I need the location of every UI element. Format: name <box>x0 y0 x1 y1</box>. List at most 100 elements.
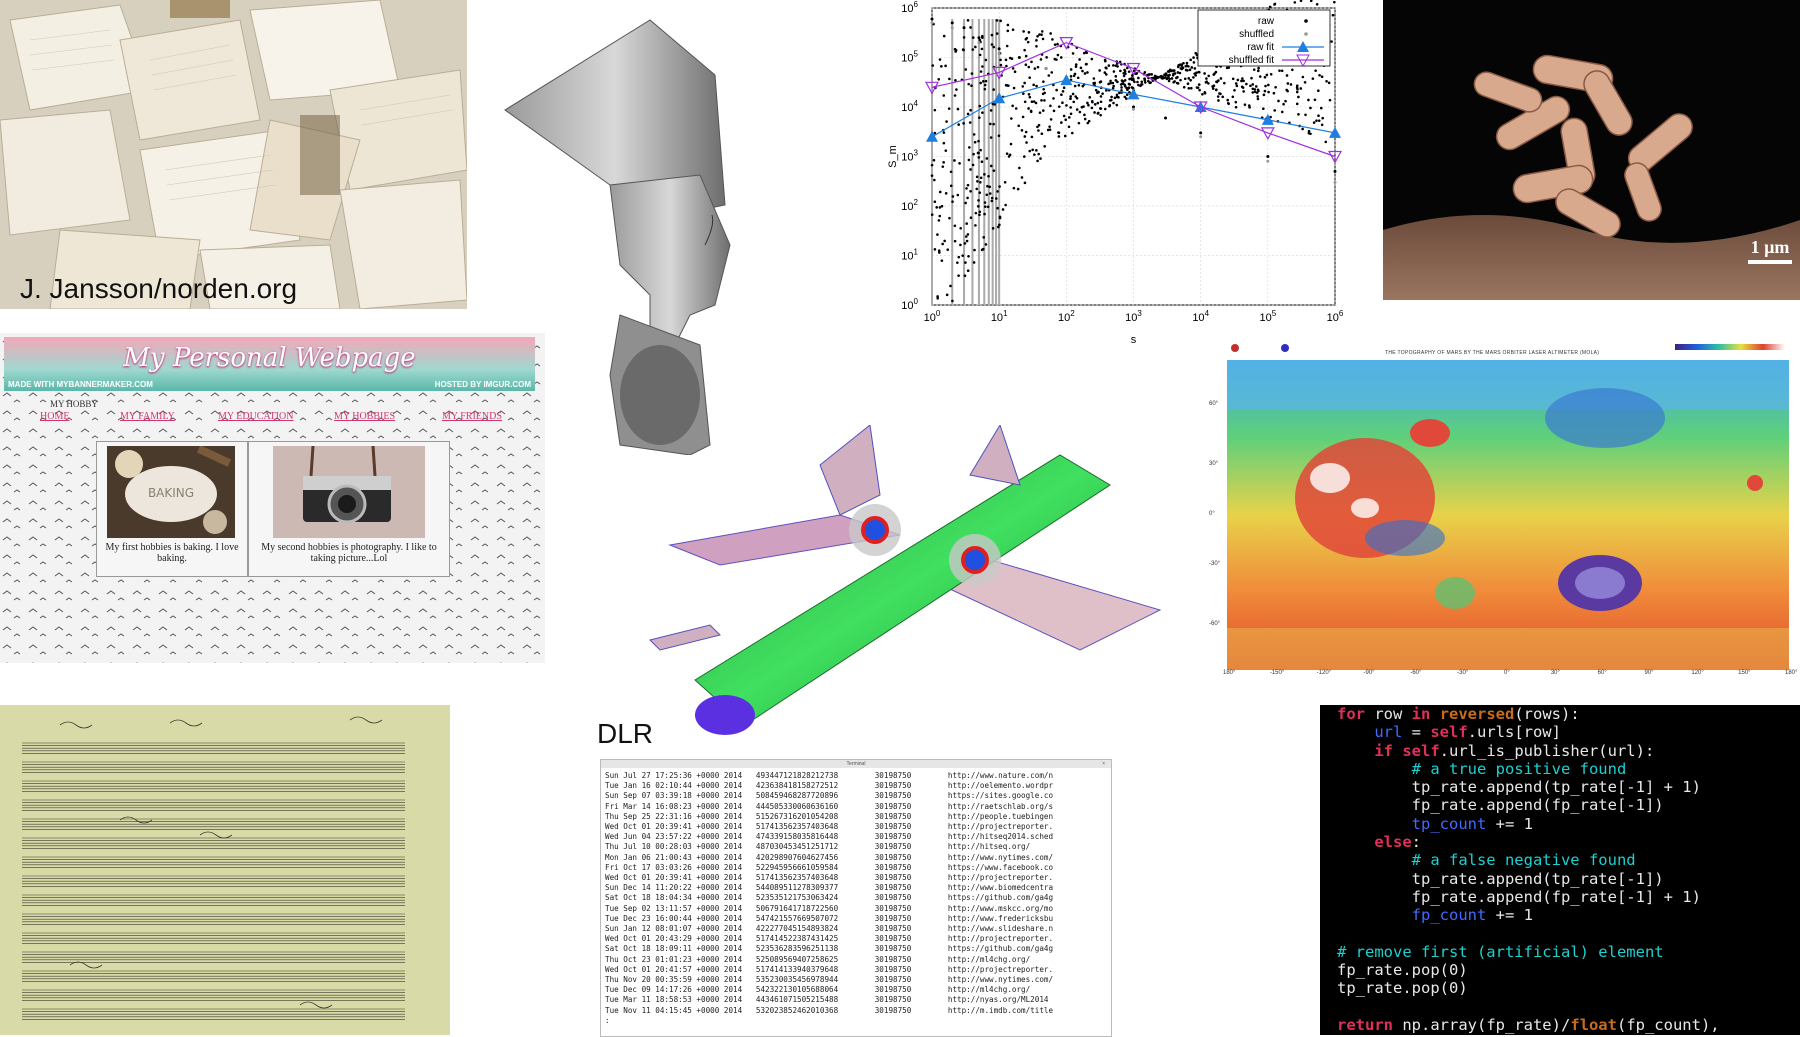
raw-point <box>1060 56 1063 59</box>
raw-point <box>1093 111 1096 114</box>
nav-home[interactable]: HOME <box>40 411 69 422</box>
raw-point <box>1095 89 1098 92</box>
code-token: row <box>1365 705 1412 723</box>
raw-point <box>1101 92 1104 95</box>
raw-point <box>1296 88 1299 91</box>
raw-point <box>1196 86 1199 89</box>
raw-point <box>1189 79 1192 82</box>
code-line: if self.url_is_publisher(url): <box>1337 742 1800 760</box>
raw-point <box>1124 70 1127 73</box>
raw-point <box>990 165 993 168</box>
code-token <box>1337 906 1412 924</box>
code-token: if <box>1374 742 1393 760</box>
raw-point <box>1010 143 1013 146</box>
raw-point <box>954 79 957 82</box>
raw-point <box>1112 102 1115 105</box>
raw-point <box>991 200 994 203</box>
raw-point <box>977 199 980 202</box>
raw-point <box>1126 93 1129 96</box>
raw-point <box>1013 187 1016 190</box>
raw-point <box>934 248 937 251</box>
raw-point <box>971 72 974 75</box>
raw-point <box>988 186 991 189</box>
code-token: .url_is_publisher(url): <box>1440 742 1655 760</box>
raw-point <box>1025 131 1028 134</box>
x-tick-label: 105 <box>1259 309 1276 324</box>
raw-point <box>1193 72 1196 75</box>
raw-point <box>945 192 948 195</box>
raw-point <box>1006 45 1009 48</box>
code-token: += 1 <box>1486 815 1533 833</box>
code-line: fp_count += 1 <box>1337 906 1800 924</box>
raw-point <box>951 21 954 24</box>
raw-point <box>1013 87 1016 90</box>
raw-point <box>1287 82 1290 85</box>
code-token: url <box>1374 723 1402 741</box>
scale-bar-line <box>1748 260 1792 264</box>
raw-point <box>1273 3 1276 6</box>
raw-point <box>996 207 999 210</box>
raw-point <box>1232 77 1235 80</box>
raw-point <box>972 153 975 156</box>
raw-point <box>982 248 985 251</box>
raw-point <box>1149 81 1152 84</box>
raw-point <box>981 111 984 114</box>
terminal-output: Sun Jul 27 17:25:36 +0000 2014 493447121… <box>605 771 1111 1026</box>
raw-point <box>1334 170 1337 173</box>
raw-point <box>1099 81 1102 84</box>
raw-point <box>943 131 946 134</box>
raw-point <box>981 48 984 51</box>
nav-my-friends[interactable]: MY FRIENDS <box>442 411 502 422</box>
raw-point <box>1036 35 1039 38</box>
raw-point <box>1097 112 1100 115</box>
lat-label: 30° <box>1209 461 1218 467</box>
raw-point <box>978 191 981 194</box>
raw-point <box>1321 75 1324 78</box>
raw-point <box>1035 45 1038 48</box>
raw-point <box>1070 75 1073 78</box>
raw-point <box>940 65 943 68</box>
raw-point <box>1004 181 1007 184</box>
nav-my-education[interactable]: MY EDUCATION <box>218 411 293 422</box>
raw-point <box>996 190 999 193</box>
nav-my-family[interactable]: MY FAMILY <box>120 411 175 422</box>
raw-point <box>968 159 971 162</box>
terminal-titlebar: Terminal × <box>601 760 1111 768</box>
raw-point <box>985 59 988 62</box>
raw-point <box>1171 77 1174 80</box>
code-token <box>1393 742 1402 760</box>
raw-point <box>1042 109 1045 112</box>
raw-point <box>1012 67 1015 70</box>
raw-point <box>1070 112 1073 115</box>
raw-point <box>950 170 953 173</box>
close-icon[interactable]: × <box>1102 760 1105 768</box>
code-token: .urls[row] <box>1468 723 1561 741</box>
raw-point <box>1235 82 1238 85</box>
raw-point <box>1278 69 1281 72</box>
raw-point <box>1030 61 1033 64</box>
raw-point <box>962 48 965 51</box>
raw-point <box>965 222 968 225</box>
raw-point <box>1070 68 1073 71</box>
legend-label: shuffled fit <box>1229 55 1275 66</box>
code-token: # remove first (artificial) element <box>1337 943 1664 961</box>
raw-point <box>1035 149 1038 152</box>
raw-point <box>967 184 970 187</box>
raw-point <box>984 201 987 204</box>
code-token <box>1337 833 1374 851</box>
raw-point <box>1069 97 1072 100</box>
raw-point <box>984 205 987 208</box>
terminal-line: Sun Sep 07 03:39:18 +0000 2014 508459468… <box>605 791 1111 801</box>
raw-point <box>953 159 956 162</box>
raw-point <box>973 133 976 136</box>
raw-point <box>1241 77 1244 80</box>
raw-point <box>1116 81 1119 84</box>
raw-point <box>1180 64 1183 67</box>
nav-my-hobbies[interactable]: MY HOBBIES <box>334 411 395 422</box>
raw-point <box>1069 106 1072 109</box>
code-token: else <box>1374 833 1411 851</box>
terminal-line: Tue Nov 11 04:15:45 +0000 2014 532023852… <box>605 1006 1111 1016</box>
raw-point <box>1317 114 1320 117</box>
raw-point <box>1190 87 1193 90</box>
x-tick-label: 102 <box>1058 309 1075 324</box>
